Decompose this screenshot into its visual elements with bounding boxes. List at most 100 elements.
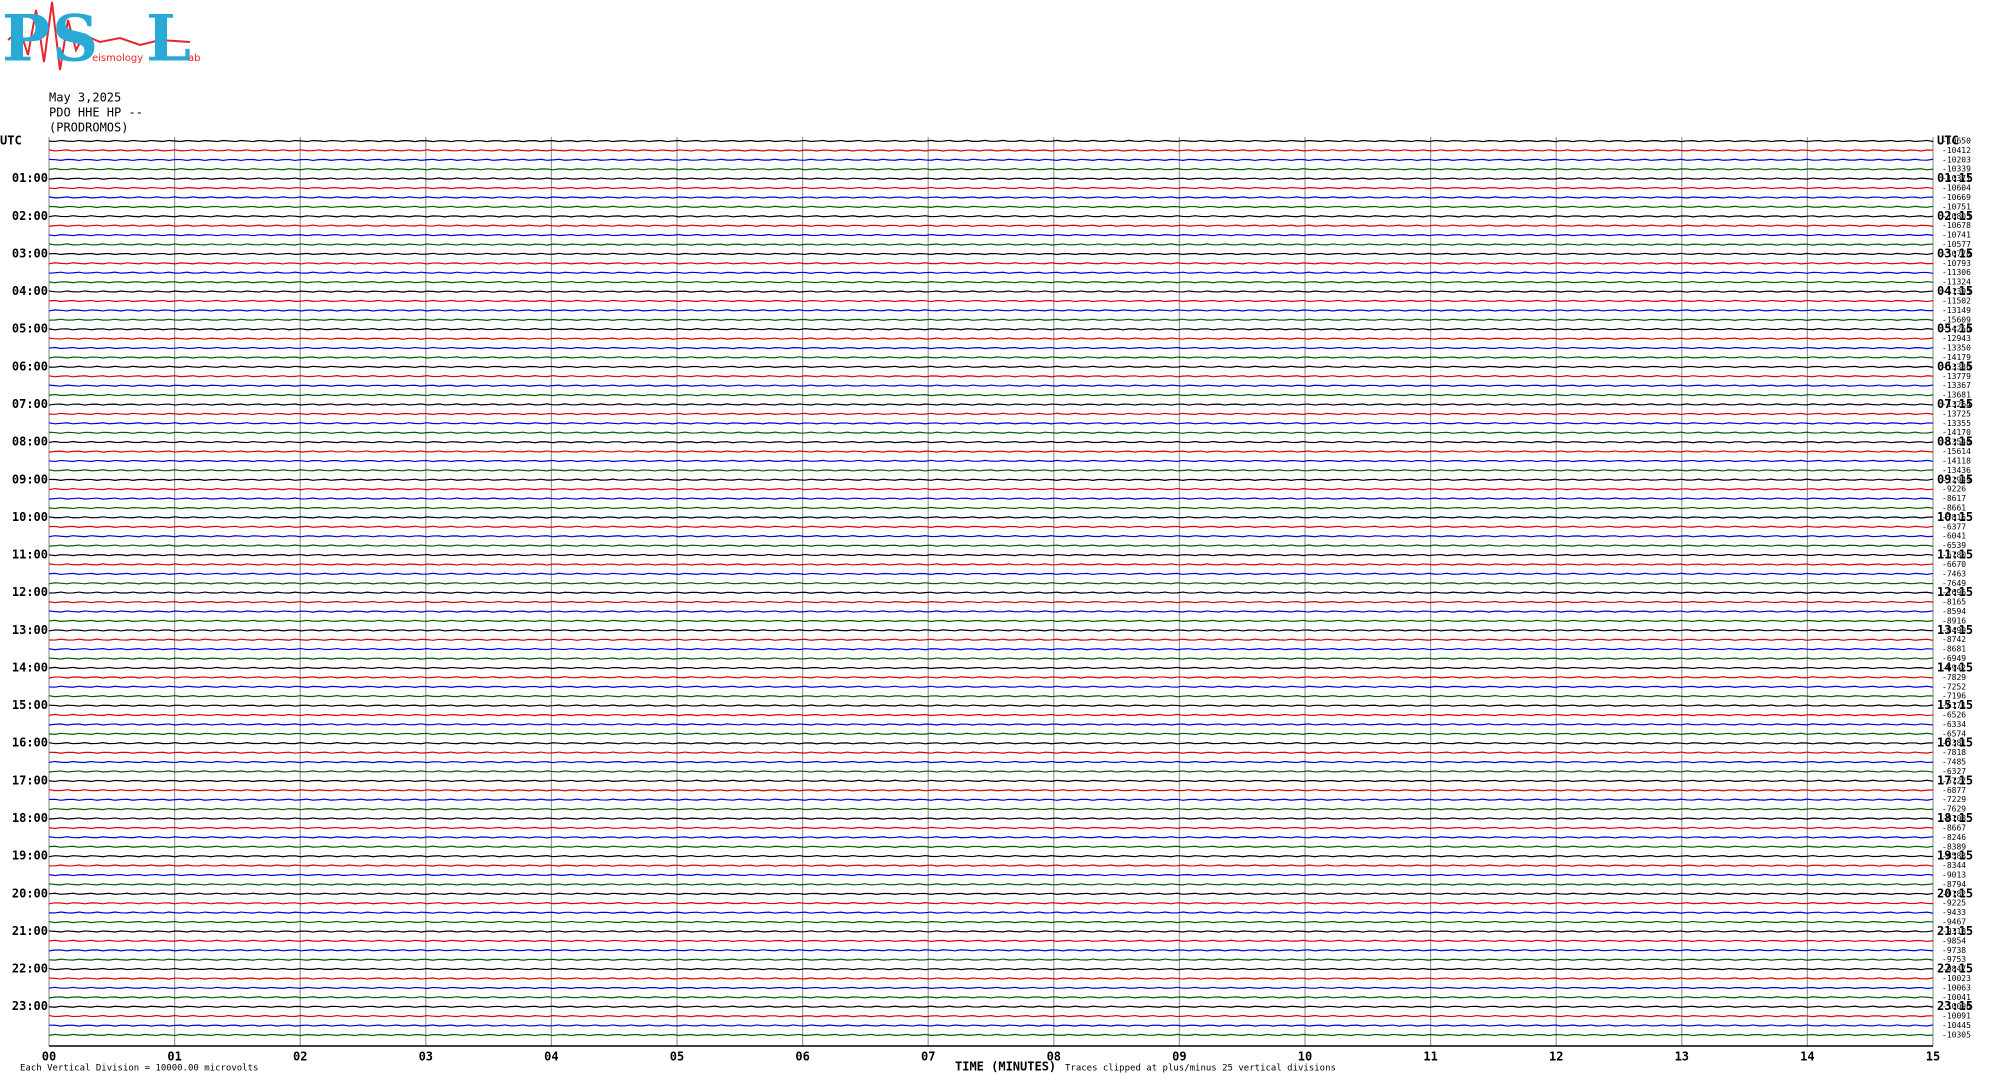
trace-offset: -6334 <box>1942 720 1966 729</box>
labels: 00 01 02 03 04 05 06 07 08 09 10 11 12 13 14 15-10650-1… <box>0 134 1973 1064</box>
logo: P S L eismology ab <box>2 2 200 77</box>
trace-offset: -7252 <box>1942 682 1966 691</box>
trace <box>48 224 1934 227</box>
trace-offset: -8389 <box>1942 842 1966 851</box>
logo-letter: L <box>146 2 191 77</box>
trace <box>48 723 1934 726</box>
trace <box>48 902 1934 905</box>
trace <box>48 393 1934 397</box>
trace-offset: -8742 <box>1942 635 1966 644</box>
trace-offset: -7463 <box>1942 569 1966 578</box>
trace-offset: -6574 <box>1942 729 1966 738</box>
trace-offset: -10339 <box>1942 165 1971 174</box>
trace <box>48 779 1934 783</box>
trace <box>48 384 1934 387</box>
x-tick-label: 04 <box>544 1050 558 1064</box>
trace-offset: -9738 <box>1942 946 1966 955</box>
right-time-label: 19:15 <box>1937 849 1973 863</box>
trace <box>48 487 1934 491</box>
trace <box>48 450 1934 453</box>
right-time-label: 22:15 <box>1937 962 1973 976</box>
trace-offset: -13779 <box>1942 372 1971 381</box>
left-time-label: 02:00 <box>12 209 48 223</box>
trace-offset: -8681 <box>1942 645 1966 654</box>
left-time-label: 19:00 <box>12 849 48 863</box>
trace <box>48 751 1934 754</box>
x-tick-label: 06 <box>795 1050 809 1064</box>
trace <box>48 713 1934 717</box>
trace-offset: -8794 <box>1942 880 1966 889</box>
logo-wave <box>7 1 191 71</box>
clip-note: Traces clipped at plus/minus 25 vertical… <box>1065 1064 1336 1074</box>
x-tick-label: 10 <box>1298 1050 1312 1064</box>
left-time-label: 12:00 <box>12 585 48 599</box>
x-axis-title: TIME (MINUTES) <box>955 1060 1056 1074</box>
trace <box>48 299 1934 303</box>
trace-offset: -9013 <box>1942 870 1966 879</box>
trace <box>48 977 1934 980</box>
trace <box>48 666 1934 670</box>
trace-offset: -9467 <box>1942 918 1966 927</box>
trace-offset: -15609 <box>1942 315 1971 324</box>
trace <box>48 346 1934 350</box>
trace-offset: -7229 <box>1942 795 1966 804</box>
x-tick-label: 08 <box>1047 1050 1061 1064</box>
trace <box>48 619 1934 623</box>
trace <box>48 892 1934 896</box>
right-time-label: 05:15 <box>1937 322 1973 336</box>
trace <box>48 967 1934 971</box>
trace-offset: -15614 <box>1942 447 1971 456</box>
trace <box>48 205 1934 209</box>
trace <box>48 327 1934 331</box>
trace-offset: -6727 <box>1942 776 1966 785</box>
trace <box>48 158 1934 162</box>
trace-offset: -6780 <box>1942 551 1966 560</box>
trace-offset: -9854 <box>1942 936 1966 945</box>
trace <box>48 911 1934 914</box>
trace-offset: -14118 <box>1942 456 1971 465</box>
scale-note: Each Vertical Division = 10000.00 microv… <box>20 1064 258 1074</box>
trace-offset: -9226 <box>1942 485 1966 494</box>
trace <box>48 177 1934 180</box>
x-tick-label: 07 <box>921 1050 935 1064</box>
right-time-label: 13:15 <box>1937 623 1973 637</box>
trace <box>48 356 1934 359</box>
trace-offset: -10023 <box>1942 974 1971 983</box>
trace <box>48 412 1934 416</box>
trace <box>48 685 1934 688</box>
trace <box>48 563 1934 566</box>
trace-offset: -6526 <box>1942 711 1966 720</box>
trace <box>48 676 1934 679</box>
trace-offset: -8617 <box>1942 494 1966 503</box>
trace <box>48 1014 1934 1018</box>
trace <box>48 572 1934 576</box>
left-time-label: 21:00 <box>12 924 48 938</box>
trace <box>48 836 1934 839</box>
trace-offset: -8165 <box>1942 598 1966 607</box>
trace-offset: -13336 <box>1942 362 1971 371</box>
trace-offset: -6877 <box>1942 786 1966 795</box>
trace <box>48 318 1934 321</box>
trace-offset: -13436 <box>1942 466 1971 475</box>
right-time-label: 16:15 <box>1937 736 1973 750</box>
left-time-label: 05:00 <box>12 322 48 336</box>
trace-offset: -6377 <box>1942 522 1966 531</box>
trace-offset: -8916 <box>1942 616 1966 625</box>
right-time-label: 23:15 <box>1937 999 1973 1013</box>
trace <box>48 854 1934 858</box>
station: (PRODROMOS) <box>49 121 128 135</box>
trace <box>48 930 1934 933</box>
x-tick-label: 01 <box>167 1050 181 1064</box>
trace-offset: -8108 <box>1942 814 1966 823</box>
trace-offset: -10041 <box>1942 993 1971 1002</box>
trace-offset: -8594 <box>1942 607 1966 616</box>
trace <box>48 403 1934 406</box>
trace <box>48 252 1934 256</box>
trace-offset: -6327 <box>1942 767 1966 776</box>
right-time-label: 20:15 <box>1937 886 1973 900</box>
trace <box>48 243 1934 246</box>
trace <box>48 196 1934 199</box>
trace-offset: -13350 <box>1942 344 1971 353</box>
